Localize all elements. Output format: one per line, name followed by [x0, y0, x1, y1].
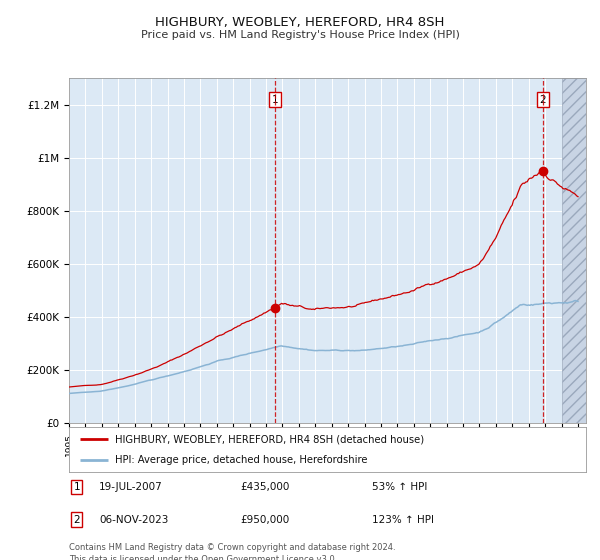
Text: HIGHBURY, WEOBLEY, HEREFORD, HR4 8SH (detached house): HIGHBURY, WEOBLEY, HEREFORD, HR4 8SH (de… [115, 434, 424, 444]
Text: 1: 1 [272, 95, 278, 105]
Text: 53% ↑ HPI: 53% ↑ HPI [372, 482, 427, 492]
Text: Contains HM Land Registry data © Crown copyright and database right 2024.
This d: Contains HM Land Registry data © Crown c… [69, 543, 395, 560]
Text: £950,000: £950,000 [240, 515, 289, 525]
Text: 1: 1 [73, 482, 80, 492]
Text: 06-NOV-2023: 06-NOV-2023 [99, 515, 169, 525]
Text: 2: 2 [539, 95, 546, 105]
Text: 123% ↑ HPI: 123% ↑ HPI [372, 515, 434, 525]
Text: 19-JUL-2007: 19-JUL-2007 [99, 482, 163, 492]
Text: HPI: Average price, detached house, Herefordshire: HPI: Average price, detached house, Here… [115, 455, 367, 465]
Text: 2: 2 [73, 515, 80, 525]
Text: £435,000: £435,000 [240, 482, 289, 492]
Text: Price paid vs. HM Land Registry's House Price Index (HPI): Price paid vs. HM Land Registry's House … [140, 30, 460, 40]
Bar [562, 78, 595, 423]
Text: HIGHBURY, WEOBLEY, HEREFORD, HR4 8SH: HIGHBURY, WEOBLEY, HEREFORD, HR4 8SH [155, 16, 445, 29]
